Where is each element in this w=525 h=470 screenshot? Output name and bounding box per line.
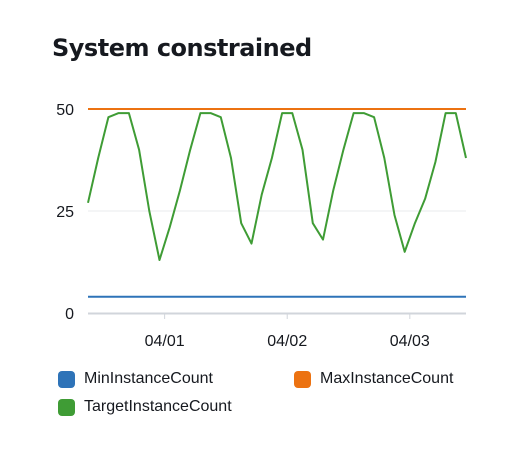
grid-layer bbox=[88, 108, 466, 212]
legend: MinInstanceCount MaxInstanceCount Target… bbox=[58, 370, 498, 420]
y-axis: 0 25 50 bbox=[56, 102, 74, 323]
legend-swatch-min-instance-count bbox=[58, 370, 75, 388]
legend-swatch-target-instance-count bbox=[58, 398, 75, 416]
chart-title: System constrained bbox=[52, 34, 312, 62]
legend-swatch-max-instance-count bbox=[294, 370, 311, 388]
legend-item-max-instance-count[interactable]: MaxInstanceCount bbox=[294, 370, 453, 388]
y-tick-label-50: 50 bbox=[56, 102, 74, 119]
series-line-target-instance-count bbox=[87, 112, 467, 261]
legend-label-max-instance-count: MaxInstanceCount bbox=[320, 370, 454, 387]
series-layer bbox=[87, 108, 467, 298]
x-tick-label-04-02: 04/02 bbox=[267, 333, 307, 350]
legend-label-target-instance-count: TargetInstanceCount bbox=[84, 398, 232, 415]
x-tick-label-04-01: 04/01 bbox=[145, 333, 185, 350]
legend-item-min-instance-count[interactable]: MinInstanceCount bbox=[58, 370, 213, 388]
legend-label-min-instance-count: MinInstanceCount bbox=[84, 370, 213, 387]
legend-item-target-instance-count[interactable]: TargetInstanceCount bbox=[58, 398, 232, 416]
y-tick-label-0: 0 bbox=[65, 306, 74, 323]
x-tick-label-04-03: 04/03 bbox=[390, 333, 430, 350]
y-tick-label-25: 25 bbox=[56, 204, 74, 221]
x-axis: 04/01 04/02 04/03 bbox=[145, 314, 430, 350]
